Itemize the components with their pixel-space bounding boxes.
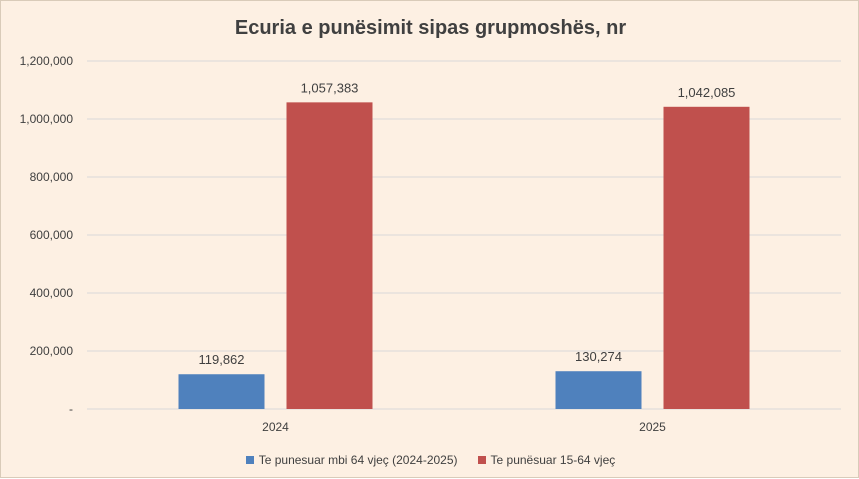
x-tick-label: 2025 <box>639 420 666 434</box>
bar-series-1-2024 <box>178 374 265 409</box>
x-tick-label: 2024 <box>262 420 289 434</box>
y-tick-label: - <box>69 402 73 416</box>
y-tick-label: 1,200,000 <box>20 54 74 68</box>
legend-swatch-series-2 <box>477 456 486 464</box>
legend: Te punesuar mbi 64 vjeç (2024-2025) Te p… <box>1 453 859 467</box>
legend-item-series-1: Te punesuar mbi 64 vjeç (2024-2025) <box>245 453 458 467</box>
bar-series-2-2025 <box>663 106 750 409</box>
legend-item-series-2: Te punësuar 15-64 vjeç <box>477 453 616 467</box>
data-label: 1,042,085 <box>678 85 736 100</box>
data-label: 119,862 <box>198 352 244 367</box>
y-tick-label: 200,000 <box>30 344 74 358</box>
bar-series-1-2025 <box>555 371 642 409</box>
legend-label-series-2: Te punësuar 15-64 vjeç <box>490 453 616 467</box>
chart-title: Ecuria e punësimit sipas grupmoshës, nr <box>234 17 627 39</box>
y-tick-label: 400,000 <box>30 286 74 300</box>
legend-label-series-1: Te punesuar mbi 64 vjeç (2024-2025) <box>258 453 458 467</box>
bar-series-2-2024 <box>286 102 373 409</box>
y-tick-label: 1,000,000 <box>20 112 74 126</box>
data-label: 1,057,383 <box>301 80 359 95</box>
y-tick-label: 800,000 <box>30 170 74 184</box>
data-label: 130,274 <box>575 349 622 364</box>
legend-swatch-series-1 <box>245 456 254 464</box>
y-tick-label: 600,000 <box>30 228 74 242</box>
